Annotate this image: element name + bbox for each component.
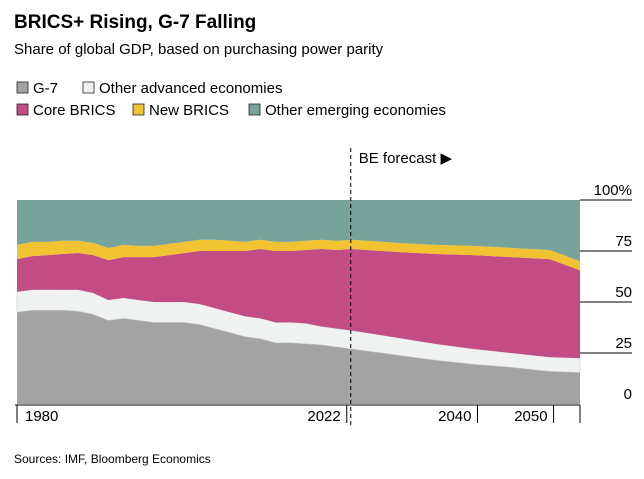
y-tick-label: 25 bbox=[615, 335, 632, 352]
legend-swatch bbox=[132, 103, 145, 116]
area-other-emerging-economies bbox=[17, 200, 580, 262]
legend-swatch bbox=[82, 81, 95, 94]
x-tick-label: 2022 bbox=[307, 408, 340, 425]
legend-swatch bbox=[16, 103, 29, 116]
plot-area: 1980 2022 2040 2050 0 25 50 75 100% BE forecast … bbox=[15, 148, 632, 425]
legend-item-other-advanced-economies: Other advanced economies bbox=[82, 80, 282, 97]
legend-item-core-brics: Core BRICS bbox=[16, 102, 116, 119]
area-g-7 bbox=[17, 310, 580, 404]
chart-title: BRICS+ Rising, G-7 Falling bbox=[14, 12, 256, 33]
x-tick-2050: 2050 bbox=[514, 405, 555, 425]
y-tick-label: 0 bbox=[624, 386, 632, 403]
legend-swatch bbox=[248, 103, 261, 116]
legend-item-new-brics: New BRICS bbox=[132, 102, 229, 119]
x-tick-label: 2050 bbox=[514, 408, 547, 425]
y-tick-75: 75 bbox=[580, 233, 632, 252]
forecast-label: BE forecast ▶ bbox=[359, 150, 453, 167]
axis-group: 1980 2022 2040 2050 0 25 50 75 100% bbox=[15, 182, 632, 425]
legend-label: Core BRICS bbox=[33, 102, 116, 119]
legend-label: New BRICS bbox=[149, 102, 229, 119]
y-tick-label: 50 bbox=[615, 284, 632, 301]
legend-swatch bbox=[16, 81, 29, 94]
legend-label: G-7 bbox=[33, 80, 58, 97]
legend-item-g-7: G-7 bbox=[16, 80, 58, 97]
x-tick-label: 2040 bbox=[438, 408, 471, 425]
y-tick-0: 0 bbox=[624, 386, 632, 403]
x-tick-1980: 1980 bbox=[16, 405, 58, 425]
x-tick-label: 1980 bbox=[25, 408, 58, 425]
legend-item-other-emerging-economies: Other emerging economies bbox=[248, 102, 446, 119]
legend: G-7 Other advanced economies Core BRICS New… bbox=[16, 80, 446, 119]
area-new-brics bbox=[17, 239, 580, 271]
area-core-brics bbox=[17, 248, 580, 359]
y-tick-25: 25 bbox=[580, 335, 632, 354]
forecast-marker: BE forecast ▶ bbox=[350, 148, 453, 425]
x-tick-2022: 2022 bbox=[307, 405, 348, 425]
legend-label: Other advanced economies bbox=[99, 80, 282, 97]
y-tick-100: 100% bbox=[580, 182, 632, 201]
chart-subtitle: Share of global GDP, based on purchasing… bbox=[14, 41, 384, 58]
legend-label: Other emerging economies bbox=[265, 102, 446, 119]
y-tick-label: 75 bbox=[615, 233, 632, 250]
y-tick-label: 100% bbox=[594, 182, 632, 199]
y-tick-50: 50 bbox=[580, 284, 632, 303]
source-note: Sources: IMF, Bloomberg Economics bbox=[14, 452, 211, 466]
area-series-group bbox=[16, 200, 581, 404]
x-tick-2040: 2040 bbox=[438, 405, 478, 425]
